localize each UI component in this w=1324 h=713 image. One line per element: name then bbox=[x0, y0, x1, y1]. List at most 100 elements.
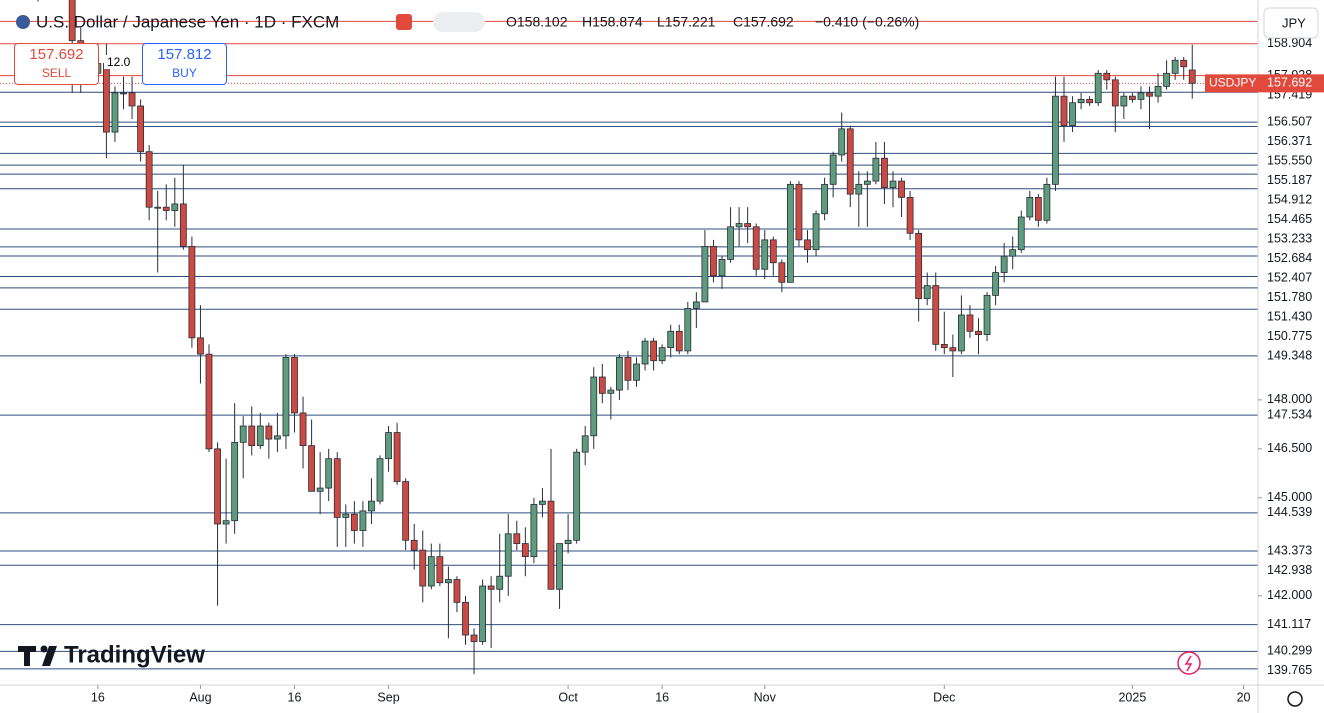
sell-price: 157.692 bbox=[29, 46, 84, 63]
level-label-bg bbox=[1259, 249, 1323, 268]
level-label-bg bbox=[1259, 132, 1323, 151]
candle-body bbox=[427, 556, 435, 587]
settings-icon[interactable] bbox=[1287, 691, 1303, 707]
brand-name: TradingView bbox=[64, 641, 205, 668]
x-tick-label: 16 bbox=[655, 690, 669, 704]
candle-body bbox=[650, 340, 657, 362]
level-label: 150.775 bbox=[1267, 329, 1312, 343]
buy-button[interactable]: 157.812 BUY bbox=[142, 43, 227, 85]
candle-body bbox=[898, 180, 905, 198]
level-label: 142.938 bbox=[1267, 563, 1312, 577]
candle-body bbox=[316, 487, 324, 492]
level-label: 139.765 bbox=[1267, 663, 1312, 677]
candle-body bbox=[205, 353, 213, 450]
ohlc-high: H158.874 bbox=[582, 14, 643, 30]
candle-body bbox=[812, 213, 820, 251]
candle-body bbox=[410, 539, 418, 551]
level-label-bg bbox=[1259, 615, 1323, 634]
level-label-bg bbox=[1259, 503, 1323, 522]
candle-body bbox=[992, 272, 999, 296]
level-label: 156.371 bbox=[1267, 134, 1312, 148]
plot-area bbox=[0, 0, 1258, 675]
last-price-tag bbox=[1258, 74, 1324, 93]
candle-body bbox=[128, 92, 136, 107]
candle-body bbox=[350, 513, 358, 531]
candle-body bbox=[915, 232, 923, 300]
candle-body bbox=[684, 308, 692, 352]
level-label-bg bbox=[1259, 210, 1323, 229]
level-label: 143.373 bbox=[1267, 543, 1312, 557]
candle-body bbox=[530, 503, 538, 558]
candle-body bbox=[838, 128, 846, 156]
candle-body bbox=[1171, 59, 1179, 74]
indicator-pill[interactable] bbox=[433, 12, 485, 32]
candle-body bbox=[162, 206, 170, 211]
candle-body bbox=[462, 601, 469, 636]
candle-body bbox=[1129, 95, 1136, 100]
level-label: 154.912 bbox=[1267, 192, 1312, 206]
candle-body bbox=[248, 425, 256, 447]
level-label-bg bbox=[1259, 34, 1323, 53]
x-tick-label: Nov bbox=[754, 690, 777, 704]
y-tick-label: 146.500 bbox=[1267, 441, 1312, 455]
candle-body bbox=[1000, 255, 1008, 273]
candle-body bbox=[624, 357, 632, 381]
last-price-label: 157.692 bbox=[1267, 76, 1312, 90]
candle-body bbox=[692, 301, 700, 309]
candle-body bbox=[616, 357, 623, 391]
candle-body bbox=[111, 92, 119, 133]
candle-body bbox=[188, 245, 196, 339]
candle-body bbox=[154, 206, 162, 209]
candle-body bbox=[342, 513, 350, 518]
candle-body bbox=[701, 245, 709, 303]
level-label: 141.117 bbox=[1267, 617, 1311, 631]
y-tick-label: 145.000 bbox=[1267, 490, 1312, 504]
candle-body bbox=[231, 441, 239, 522]
currency-label: JPY bbox=[1282, 15, 1306, 30]
candle-body bbox=[1043, 183, 1051, 221]
level-label: 144.539 bbox=[1267, 505, 1312, 519]
level-label-bg bbox=[1259, 152, 1323, 171]
candle-body bbox=[752, 226, 760, 270]
flag-icon bbox=[16, 15, 30, 29]
level-label: 149.348 bbox=[1267, 348, 1312, 362]
candle-body bbox=[923, 285, 931, 300]
flash-icon[interactable] bbox=[1177, 651, 1201, 675]
candle-body bbox=[975, 330, 982, 335]
level-label: 156.507 bbox=[1267, 114, 1312, 128]
candle-body bbox=[179, 203, 187, 247]
candle-body bbox=[829, 154, 837, 185]
x-tick-label: 20 bbox=[1237, 690, 1251, 704]
y-tick-label: 142.000 bbox=[1267, 588, 1312, 602]
candle-body bbox=[667, 330, 675, 349]
x-tick-label: 16 bbox=[91, 690, 105, 704]
candle-body bbox=[778, 262, 786, 283]
candle-body bbox=[573, 451, 581, 541]
candle-body bbox=[983, 294, 991, 335]
candle-body bbox=[1154, 85, 1162, 97]
candle-body bbox=[470, 634, 478, 642]
level-label-bg bbox=[1259, 113, 1323, 132]
candle-body bbox=[171, 203, 179, 211]
candle-body bbox=[932, 285, 940, 345]
candle-body bbox=[855, 183, 863, 195]
candle-body bbox=[308, 445, 316, 492]
x-tick-label: 16 bbox=[288, 690, 302, 704]
candle-body bbox=[282, 357, 290, 437]
candle-body bbox=[103, 63, 110, 133]
candle-body bbox=[539, 500, 546, 505]
candle-body bbox=[402, 481, 410, 541]
candle-body bbox=[222, 520, 230, 525]
candle-body bbox=[1137, 92, 1145, 100]
y-tick-label: 148.000 bbox=[1267, 392, 1312, 406]
candle-body bbox=[1180, 59, 1188, 68]
candle-body bbox=[718, 259, 726, 277]
sell-button[interactable]: 157.692 SELL bbox=[14, 43, 99, 85]
ohlc-change: −0.410 (−0.26%) bbox=[815, 14, 919, 30]
level-label-bg bbox=[1259, 347, 1323, 366]
currency-button[interactable] bbox=[1263, 7, 1319, 39]
brand-mark bbox=[40, 645, 48, 653]
alert-icon[interactable] bbox=[396, 14, 412, 30]
candle-body bbox=[1094, 72, 1102, 104]
